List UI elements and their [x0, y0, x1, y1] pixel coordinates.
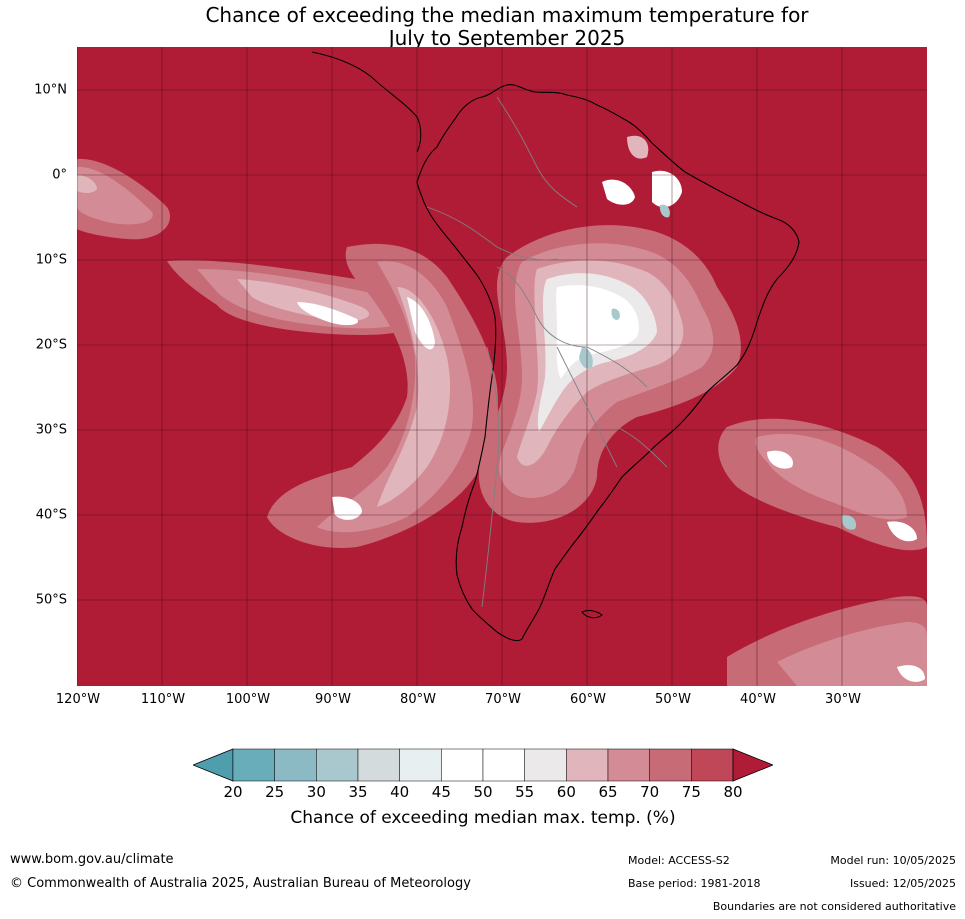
country-borders — [426, 96, 668, 608]
colorbar-segment — [524, 748, 567, 782]
colorbar-segment — [399, 748, 442, 782]
lon-label-110w: 110°W — [140, 692, 186, 707]
colorbar-segment — [649, 748, 692, 782]
footer-copyright: © Commonwealth of Australia 2025, Austra… — [10, 876, 471, 891]
colorbar-tick-label: 75 — [681, 783, 701, 801]
colorbar-segment — [232, 748, 275, 782]
colorbar-tick-label: 55 — [515, 783, 535, 801]
lat-label-20s: 20°S — [35, 337, 67, 353]
colorbar-segment — [441, 748, 484, 782]
colorbar — [193, 748, 773, 782]
colorbar-segment — [607, 748, 650, 782]
colorbar-segment — [691, 748, 734, 782]
south-america-coastline — [416, 84, 800, 642]
lat-label-10n: 10°N — [34, 82, 67, 98]
colorbar-segment — [357, 748, 400, 782]
colorbar-tick-label: 50 — [473, 783, 493, 801]
lon-label-80w: 80°W — [400, 692, 436, 707]
footer-base-period: Base period: 1981-2018 — [628, 877, 761, 890]
lon-label-70w: 70°W — [485, 692, 521, 707]
colorbar-extend-low — [193, 748, 234, 782]
lat-label-50s: 50°S — [35, 592, 67, 608]
map-title: Chance of exceeding the median maximum t… — [0, 4, 965, 50]
colorbar-tick-label: 65 — [598, 783, 618, 801]
colorbar-extend-high — [732, 748, 773, 782]
colorbar-tick-label: 30 — [306, 783, 326, 801]
colorbar-segment — [274, 748, 317, 782]
title-line-2: July to September 2025 — [388, 26, 626, 50]
lat-label-40s: 40°S — [35, 507, 67, 523]
lat-label-10s: 10°S — [35, 252, 67, 268]
lat-label-0: 0° — [52, 167, 67, 183]
colorbar-segment — [566, 748, 609, 782]
colorbar-tick-label: 45 — [431, 783, 451, 801]
lat-label-30s: 30°S — [35, 422, 67, 438]
colorbar-tick-label: 35 — [348, 783, 368, 801]
footer-disclaimer: Boundaries are not considered authoritat… — [712, 900, 956, 913]
footer-url: www.bom.gov.au/climate — [10, 852, 174, 867]
title-line-1: Chance of exceeding the median maximum t… — [205, 3, 809, 27]
colorbar-tick-label: 80 — [723, 783, 743, 801]
footer-issued: Issued: 12/05/2025 — [849, 877, 956, 890]
colorbar-tick-label: 60 — [556, 783, 576, 801]
footer-model-run: Model run: 10/05/2025 — [830, 854, 956, 867]
lon-label-90w: 90°W — [315, 692, 351, 707]
colorbar-tick-label: 70 — [640, 783, 660, 801]
colorbar-label: Chance of exceeding median max. temp. (%… — [290, 808, 676, 828]
footer-model: Model: ACCESS-S2 — [628, 854, 730, 867]
colorbar-tick-label: 25 — [265, 783, 285, 801]
colorbar-tick-label: 40 — [390, 783, 410, 801]
probability-map — [77, 47, 927, 686]
graticule — [77, 47, 927, 686]
lon-label-30w: 30°W — [825, 692, 861, 707]
lon-label-50w: 50°W — [655, 692, 691, 707]
lon-label-100w: 100°W — [225, 692, 271, 707]
colorbar-tick-label: 20 — [223, 783, 243, 801]
lon-label-40w: 40°W — [740, 692, 776, 707]
lon-label-60w: 60°W — [570, 692, 606, 707]
colorbar-segment — [482, 748, 525, 782]
colorbar-segment — [316, 748, 359, 782]
lon-label-120w: 120°W — [55, 692, 101, 707]
